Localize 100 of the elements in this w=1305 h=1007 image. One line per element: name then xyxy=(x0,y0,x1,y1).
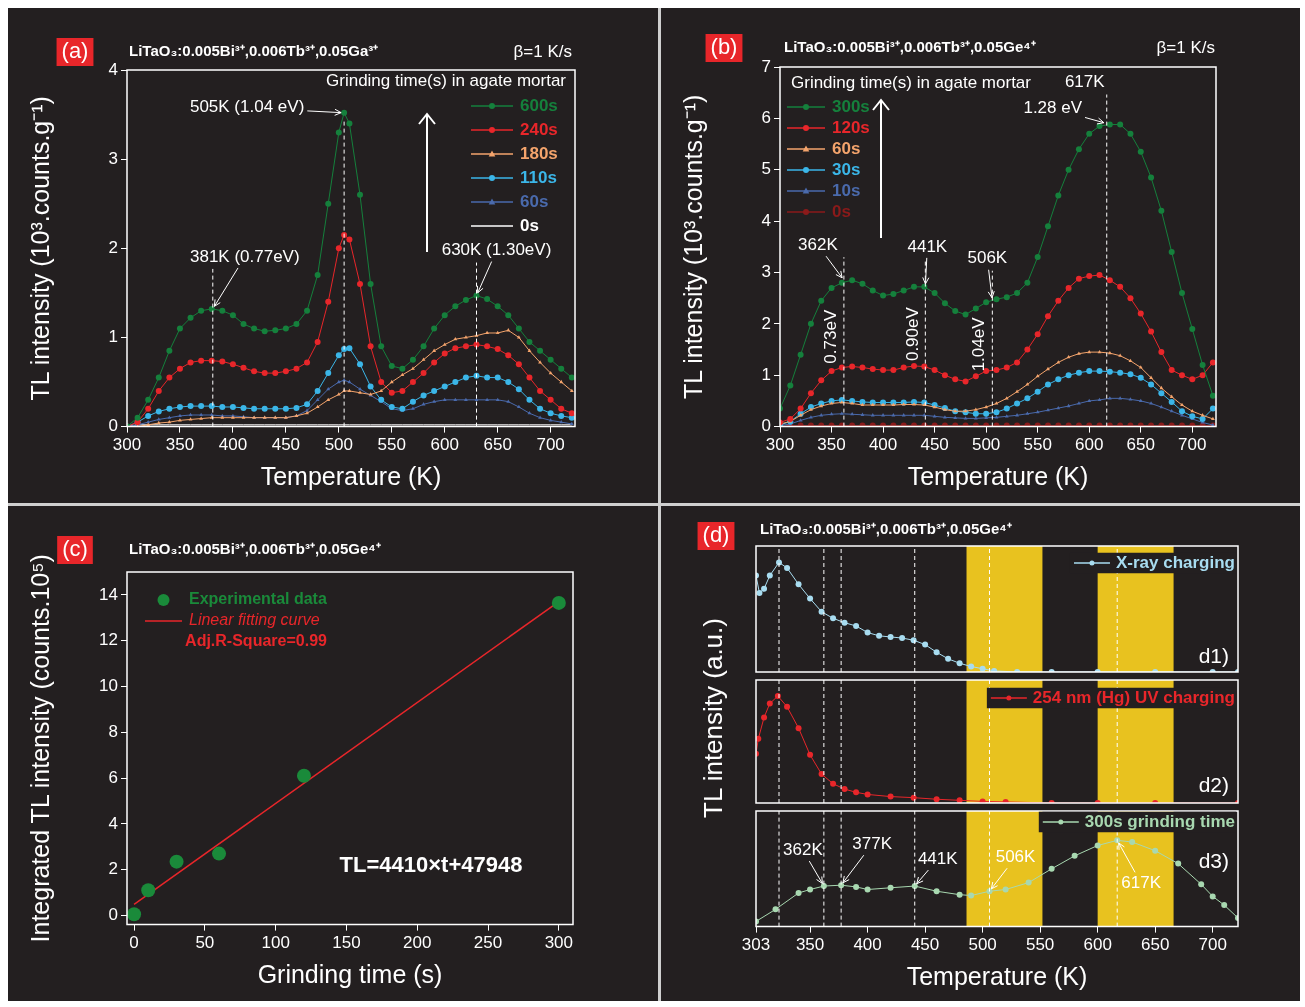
annotation: Adj.R-Square=0.99 xyxy=(185,632,328,650)
annotation: 362K xyxy=(798,234,839,254)
annotation: 0.73eV xyxy=(820,309,840,364)
x-tick-label: 700 xyxy=(1178,435,1207,455)
legend-label: 0s xyxy=(520,215,539,235)
x-axis-title: Temperature (K) xyxy=(260,461,442,490)
annotation: d1) xyxy=(1198,643,1229,667)
legend-label: 300s grinding time xyxy=(1084,811,1235,831)
x-axis-title: Temperature (K) xyxy=(907,461,1089,490)
y-tick-label: 4 xyxy=(108,59,118,79)
y-tick-label: 12 xyxy=(99,630,118,650)
x-tick-label: 600 xyxy=(1075,435,1104,455)
x-tick-label: 300 xyxy=(112,435,142,455)
y-axis-title: TL intensity (10³.counts.g⁻¹) xyxy=(25,96,54,401)
chart-title: LiTaO₃:0.005Bi³⁺,0.006Tb³⁺,0.05Ga³⁺ xyxy=(129,42,379,60)
text: β=1 K/s xyxy=(513,41,572,61)
x-tick-label: 400 xyxy=(868,435,898,455)
legend-label: 60s xyxy=(520,191,549,211)
x-tick-label: 700 xyxy=(536,435,565,455)
x-tick-label: 350 xyxy=(817,435,846,455)
x-tick-label: 700 xyxy=(1198,935,1227,955)
legend-label: 300s xyxy=(832,96,870,116)
x-tick-label: 650 xyxy=(483,435,512,455)
annotation: 441K xyxy=(917,848,959,868)
annotation: 506K xyxy=(967,248,1008,268)
y-tick-label: 1 xyxy=(108,327,118,347)
chart-title: LiTaO₃:0.005Bi³⁺,0.006Tb³⁺,0.05Ge⁴⁺ xyxy=(760,520,1012,538)
x-tick-label: 300 xyxy=(765,435,795,455)
y-tick-label: 3 xyxy=(108,148,118,168)
x-tick-label: 250 xyxy=(473,933,503,953)
x-tick-label: 100 xyxy=(261,933,290,953)
x-tick-label: 650 xyxy=(1140,935,1170,955)
x-tick-label: 650 xyxy=(1126,435,1155,455)
x-tick-label: 600 xyxy=(430,435,459,455)
x-tick-label: 300 xyxy=(544,933,574,953)
x-tick-label: 150 xyxy=(332,933,361,953)
y-axis-title: TL intensity (a.u.) xyxy=(697,618,729,818)
y-tick-label: 5 xyxy=(761,159,771,179)
y-tick-label: 3 xyxy=(761,262,771,282)
text: (b) xyxy=(710,34,738,60)
chart-title: LiTaO₃:0.005Bi³⁺,0.006Tb³⁺,0.05Ge⁴⁺ xyxy=(129,540,381,558)
annotation: d3) xyxy=(1198,848,1229,872)
annotation: 630K (1.30eV) xyxy=(441,240,552,260)
x-tick-label: 400 xyxy=(853,935,882,955)
x-tick-label: 450 xyxy=(920,435,949,455)
y-tick-label: 0 xyxy=(108,905,118,925)
annotation: 1.04eV xyxy=(969,316,989,372)
legend-label: 120s xyxy=(832,117,870,137)
annotation: d2) xyxy=(1198,772,1229,796)
y-tick-label: 1 xyxy=(761,364,771,384)
y-tick-label: 10 xyxy=(99,676,118,696)
x-tick-label: 500 xyxy=(968,935,997,955)
x-tick-label: 50 xyxy=(195,933,215,953)
annotation: 381K (0.77eV) xyxy=(189,246,300,266)
legend-label: 60s xyxy=(832,138,861,158)
x-tick-label: 450 xyxy=(910,935,940,955)
annotation: 506K xyxy=(995,846,1037,866)
x-axis-title: Grinding time (s) xyxy=(257,959,443,988)
x-tick-label: 400 xyxy=(218,435,248,455)
legend-title: Grinding time(s) in agate mortar xyxy=(326,70,567,90)
annotation: 505K (1.04 eV) xyxy=(189,97,305,117)
annotation: 617K xyxy=(1121,873,1162,893)
legend-label: 240s xyxy=(520,119,558,139)
x-tick-label: 550 xyxy=(1025,935,1055,955)
x-tick-label: 600 xyxy=(1083,935,1112,955)
legend-label: 30s xyxy=(832,159,861,179)
annotation: 0.90eV xyxy=(903,306,923,362)
text: (a) xyxy=(61,38,89,64)
legend-label: 10s xyxy=(832,180,861,200)
y-tick-label: 4 xyxy=(108,813,118,833)
annotation: TL=4410×t+47948 xyxy=(339,852,523,878)
y-tick-label: 0 xyxy=(108,416,118,436)
legend-label: 254 nm (Hg) UV charging xyxy=(1032,687,1235,707)
x-tick-label: 500 xyxy=(971,435,1001,455)
legend-label: 600s xyxy=(520,95,558,115)
annotation: 377K xyxy=(852,833,893,853)
x-tick-label: 0 xyxy=(129,933,139,953)
y-axis-title: TL intensity (10³.counts.g⁻¹) xyxy=(678,94,707,400)
annotation: 362K xyxy=(783,839,824,859)
x-tick-label: 550 xyxy=(1023,435,1052,455)
x-tick-label: 450 xyxy=(271,435,301,455)
legend-label: 180s xyxy=(520,143,558,163)
y-tick-label: 14 xyxy=(99,584,118,604)
x-tick-label: 500 xyxy=(324,435,354,455)
x-tick-label: 350 xyxy=(165,435,195,455)
text: (c) xyxy=(62,536,88,562)
x-tick-label: 350 xyxy=(795,935,825,955)
y-tick-label: 6 xyxy=(761,108,771,128)
y-tick-label: 2 xyxy=(108,237,118,257)
legend-label: 0s xyxy=(832,201,851,221)
legend-label: 110s xyxy=(520,167,557,187)
y-tick-label: 4 xyxy=(761,210,771,230)
annotation: 617K xyxy=(1064,72,1106,92)
text: β=1 K/s xyxy=(1156,37,1215,57)
annotation: 1.28 eV xyxy=(1023,98,1083,118)
y-tick-label: 2 xyxy=(761,313,771,333)
y-tick-label: 6 xyxy=(108,767,118,787)
legend-title: Grinding time(s) in agate mortar xyxy=(791,72,1032,92)
text: (d) xyxy=(702,522,730,548)
chart-title: LiTaO₃:0.005Bi³⁺,0.006Tb³⁺,0.05Ge⁴⁺ xyxy=(784,38,1036,56)
